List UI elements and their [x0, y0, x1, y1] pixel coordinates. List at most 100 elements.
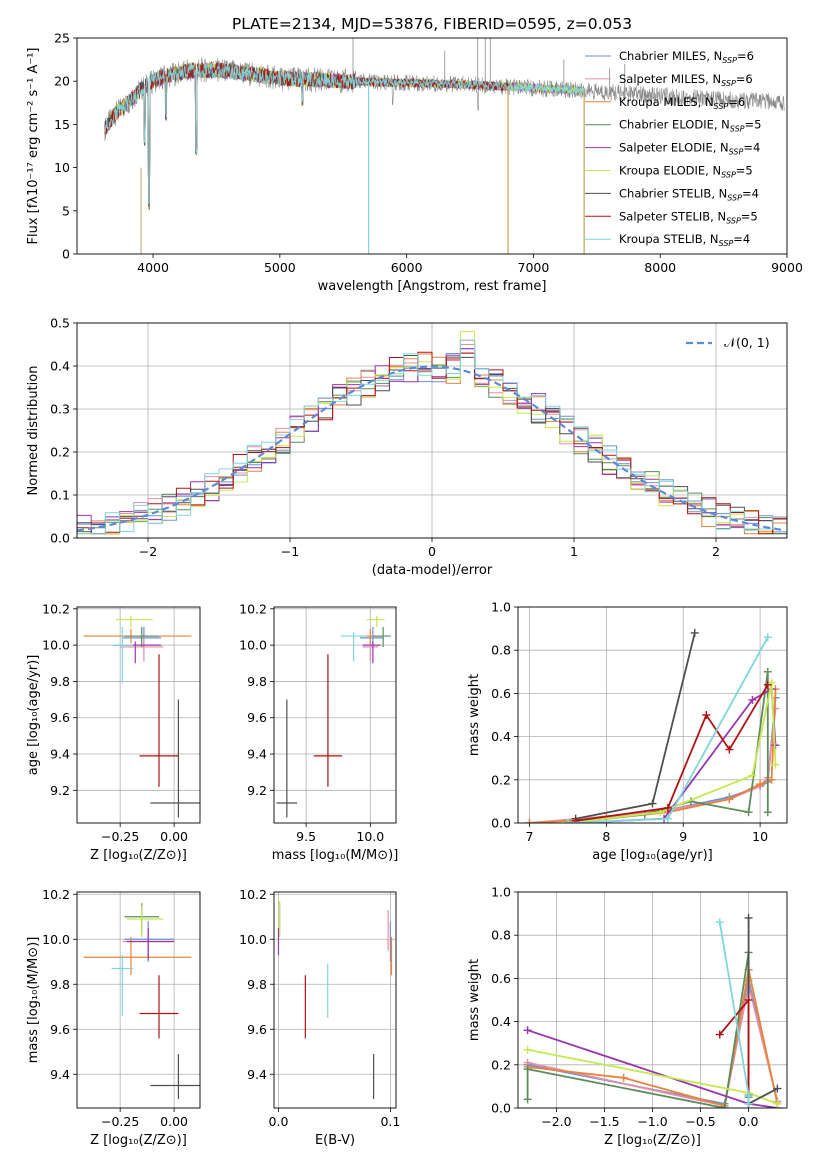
chabrier_stelib-line [575, 632, 696, 820]
y-tick-label: 0.8 [491, 643, 511, 658]
salpeter_stelib-marker [763, 680, 772, 689]
y-tick-label: 0.0 [50, 531, 70, 546]
x-axis-label: age [log₁₀(age/yr)] [592, 848, 713, 863]
y-tick-label: 1.0 [491, 885, 511, 900]
x-tick-label: 0.00 [160, 829, 188, 844]
x-tick-label: 0.0 [269, 1114, 289, 1129]
y-tick-label: 9.4 [247, 1067, 267, 1082]
y-tick-label: 0.6 [491, 971, 511, 986]
y-tick-label: 9.8 [50, 977, 70, 992]
y-tick-label: 9.8 [247, 674, 267, 689]
chabrier_stelib-marker [648, 799, 657, 808]
y-tick-label: 9.8 [247, 977, 267, 992]
y-tick-label: 9.2 [50, 783, 70, 798]
legend-label-chabrier_elodie: Chabrier ELODIE, NSSP=5 [619, 118, 761, 134]
y-tick-label: 9.4 [50, 747, 70, 762]
y-tick-label: 1.0 [491, 600, 511, 615]
chabrier_elodie-marker [523, 1065, 532, 1074]
age_vs_mass-frame [273, 606, 397, 824]
y-tick-label: 10 [54, 160, 70, 175]
salpeter_stelib-marker [571, 816, 580, 823]
y-tick-label: 0 [62, 247, 70, 262]
chabrier_elodie-errorbar [124, 626, 159, 647]
x-tick-label: 8000 [644, 260, 676, 275]
y-tick-label: 5 [62, 203, 70, 218]
normal-distribution-curve [77, 365, 785, 532]
y-tick-label: 0.4 [491, 1014, 511, 1029]
salpeter_miles-line [527, 984, 779, 1107]
plots-layer: 4000 5000 6000 7000 8000 90000510152025wavele… [26, 31, 803, 1149]
y-tick-label: 10.2 [239, 887, 267, 902]
salpeter_stelib-marker [663, 803, 672, 812]
x-tick-label: 9000 [771, 260, 803, 275]
salpeter_stelib-marker [715, 1030, 724, 1039]
x-tick-label: 8 [602, 829, 610, 844]
massweight_vs_z-plot-area [523, 913, 782, 1108]
x-tick-label: 9 [679, 829, 687, 844]
mass_vs_z-plot-area [83, 903, 200, 1099]
y-tick-label: 0.4 [50, 359, 70, 374]
x-axis-label: (data-model)/error [372, 563, 493, 578]
mass_vs_ebv-panel: 0.0 0.1 9.4 9.6 9.8 10.0 10.2 E(B-V) [239, 887, 400, 1148]
salpeter_stelib-marker [725, 745, 734, 754]
y-tick-label: 0.4 [491, 729, 511, 744]
chabrier_elodie-line [526, 952, 750, 1108]
age_vs_z-panel: −0.25 0.00 9.2 9.4 9.6 9.8 10.0 10.2 Z [log₁₀(Z/… [26, 601, 201, 863]
y-tick-label: 25 [54, 31, 70, 46]
y-tick-label: 0.6 [491, 686, 511, 701]
chabrier_elodie-marker [763, 808, 772, 817]
age_vs_mass-panel: 9.5 10.0 9.2 9.4 9.6 9.8 10.0 10.2 mass [log₁₀(M… [239, 601, 398, 863]
chabrier_elodie-errorbar [372, 626, 391, 647]
x-tick-label: 0.0 [739, 1114, 759, 1129]
kroupa_stelib-marker [715, 918, 724, 927]
x-axis-label: Z [log₁₀(Z/Z⊙)] [90, 1133, 187, 1148]
spectrum-plot-area [104, 38, 785, 254]
kroupa_miles-marker [756, 780, 765, 789]
massweight_vs_z-panel: −2.0 −1.5 −1.0 −0.5 0.0 0.0 0.2 0.4 0.6 0.8 1.0 Z [… [467, 885, 788, 1148]
salpeter_elodie-errorbar [126, 928, 175, 960]
legend-label-kroupa_miles: Kroupa MILES, NSSP=6 [619, 95, 745, 111]
x-tick-label: −0.5 [685, 1114, 715, 1129]
kroupa_stelib-model-spectrum [104, 62, 585, 205]
chabrier_elodie-marker [744, 808, 753, 817]
y-tick-label: 9.2 [247, 783, 267, 798]
x-tick-label: 0.1 [380, 1114, 400, 1129]
legend-label-kroupa_elodie: Kroupa ELODIE, NSSP=5 [619, 164, 753, 180]
mass_vs_ebv-plot-area [277, 901, 393, 1099]
massweight_vs_age-panel: 7 8 9 10 0.0 0.2 0.4 0.6 0.8 1.0 age [log₁₀(age/yr… [467, 600, 788, 863]
x-tick-label: 5000 [264, 260, 296, 275]
x-axis-label: E(B-V) [315, 1133, 355, 1148]
salpeter_elodie-errorbar [362, 641, 381, 664]
spectrum-legend: Chabrier MILES, NSSP=6 Salpeter MILES, NS… [585, 49, 761, 248]
chabrier_elodie-marker [720, 1104, 729, 1108]
chabrier_stelib-marker [773, 1084, 782, 1093]
y-tick-label: 9.6 [247, 1022, 267, 1037]
x-tick-label: 4000 [137, 260, 169, 275]
y-tick-label: 10.2 [42, 601, 70, 616]
legend-label-salpeter_miles: Salpeter MILES, NSSP=6 [619, 72, 753, 88]
x-tick-label: 10 [752, 829, 768, 844]
y-tick-label: 0.5 [50, 316, 70, 331]
salpeter_elodie-marker [748, 695, 757, 704]
legend-label-salpeter_stelib: Salpeter STELIB, NSSP=5 [619, 209, 758, 225]
legend-label-kroupa_stelib: Kroupa STELIB, NSSP=4 [619, 232, 750, 248]
salpeter_stelib-errorbar [139, 654, 179, 787]
y-tick-label: 10.0 [42, 638, 70, 653]
y-tick-label: 0.2 [491, 1057, 511, 1072]
chabrier_elodie-marker [523, 1095, 532, 1104]
y-tick-label: 0.3 [50, 402, 70, 417]
mass_vs_ebv-frame [273, 891, 397, 1109]
y-tick-label: 10.2 [239, 601, 267, 616]
salpeter_stelib-marker [702, 711, 711, 719]
kroupa_elodie-line [567, 682, 777, 823]
x-tick-label: 0.00 [160, 1114, 188, 1129]
y-tick-label: 10.0 [239, 638, 267, 653]
massweight_vs_age-frame [517, 606, 788, 824]
x-tick-label: 10.0 [356, 829, 384, 844]
kroupa_elodie-marker [771, 760, 780, 769]
legend-label-normal: 𝒩(0, 1) [724, 335, 770, 350]
y-tick-label: 0.2 [491, 772, 511, 787]
kroupa_elodie-marker [773, 1099, 782, 1108]
residuals-plot-area [77, 331, 787, 538]
